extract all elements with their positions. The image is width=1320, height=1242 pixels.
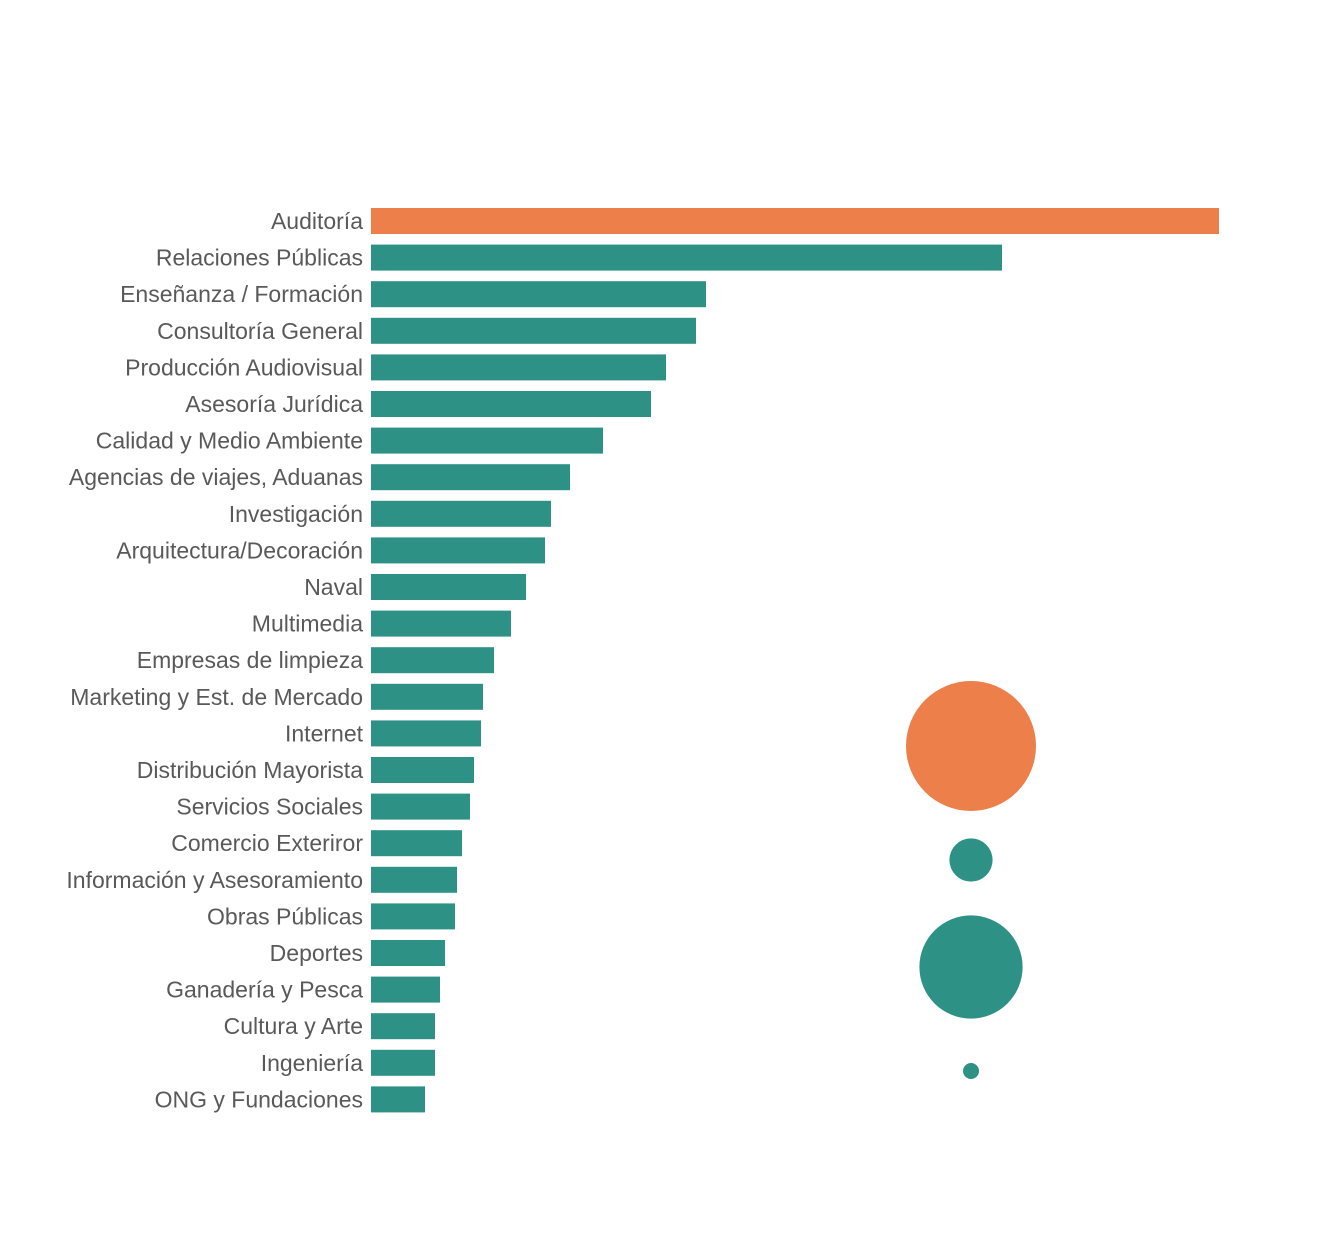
category-label-13: Marketing y Est. de Mercado <box>70 684 363 710</box>
category-label-0: Auditoría <box>271 208 363 234</box>
bar-23 <box>371 1049 435 1076</box>
bubble-3 <box>963 1063 979 1079</box>
category-label-21: Ganadería y Pesca <box>166 977 363 1003</box>
bar-16 <box>371 793 470 820</box>
bar-6 <box>371 427 603 454</box>
category-label-14: Internet <box>285 720 364 746</box>
bar-0 <box>371 208 1219 234</box>
bar-14 <box>371 720 481 747</box>
bar-10 <box>371 574 526 600</box>
bar-5 <box>371 391 651 417</box>
bar-22 <box>371 1013 435 1040</box>
bar-3 <box>371 317 696 344</box>
bar-21 <box>371 976 440 1003</box>
category-label-6: Calidad y Medio Ambiente <box>96 428 363 454</box>
category-label-18: Información y Asesoramiento <box>66 867 363 893</box>
category-label-20: Deportes <box>270 940 363 966</box>
category-label-8: Investigación <box>229 501 363 527</box>
bar-13 <box>371 683 483 710</box>
category-label-9: Arquitectura/Decoración <box>116 537 363 563</box>
bar-1 <box>371 244 1002 271</box>
category-label-16: Servicios Sociales <box>176 794 363 820</box>
category-label-22: Cultura y Arte <box>224 1013 363 1039</box>
bar-15 <box>371 757 474 783</box>
bar-4 <box>371 354 666 381</box>
category-label-19: Obras Públicas <box>207 903 363 929</box>
category-label-1: Relaciones Públicas <box>156 245 363 271</box>
category-label-group: Auditoría Relaciones Públicas Enseñanza / … <box>66 208 363 1112</box>
bar-group <box>371 208 1219 1113</box>
category-label-10: Naval <box>304 574 363 600</box>
bar-20 <box>371 940 445 966</box>
category-label-3: Consultoría General <box>157 318 363 344</box>
bubble-group <box>906 681 1036 1079</box>
bubble-2 <box>919 915 1023 1019</box>
category-label-7: Agencias de viajes, Aduanas <box>69 464 363 490</box>
category-label-4: Producción Audiovisual <box>125 354 363 380</box>
bar-2 <box>371 281 706 308</box>
category-label-15: Distribución Mayorista <box>137 757 363 783</box>
bar-24 <box>371 1086 425 1113</box>
category-label-12: Empresas de limpieza <box>137 647 363 673</box>
bar-8 <box>371 500 551 527</box>
bar-7 <box>371 464 570 491</box>
bar-11 <box>371 610 511 637</box>
category-label-17: Comercio Exteriror <box>171 830 363 856</box>
category-label-24: ONG y Fundaciones <box>155 1086 363 1112</box>
bar-12 <box>371 647 494 674</box>
category-label-2: Enseñanza / Formación <box>120 281 363 307</box>
bar-18 <box>371 866 457 893</box>
bar-9 <box>371 537 545 564</box>
bar-19 <box>371 903 455 930</box>
bar-17 <box>371 830 462 857</box>
bubble-1 <box>949 838 993 882</box>
bubble-0 <box>906 681 1036 811</box>
category-label-5: Asesoría Jurídica <box>185 391 363 417</box>
category-label-23: Ingeniería <box>261 1050 364 1076</box>
category-label-11: Multimedia <box>252 611 363 637</box>
